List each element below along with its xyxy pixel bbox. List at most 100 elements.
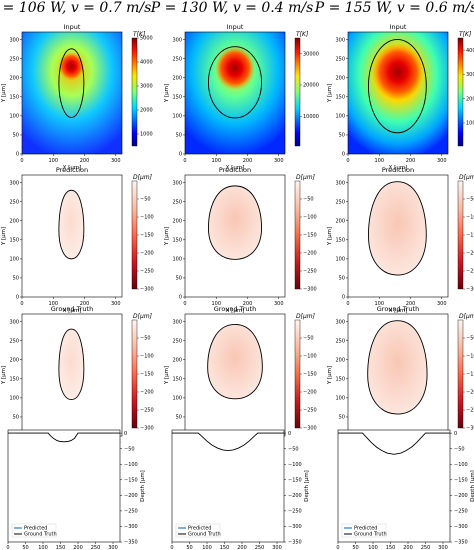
panel-title: Input (227, 23, 244, 31)
x-tick-label: 0 (20, 158, 23, 164)
y-tick-label: −250 (454, 509, 468, 515)
legend-label-ground-truth: Ground Truth (354, 532, 387, 538)
colorbar-tick-label: −150 (140, 233, 154, 239)
y-tick-label: 300 (9, 319, 19, 325)
series-ground-truth (8, 432, 120, 443)
plot-frame (184, 174, 286, 298)
y-tick-label: 50 (339, 133, 345, 139)
y-tick-label: 250 (172, 199, 182, 205)
y-tick-label: 100 (172, 396, 182, 402)
x-tick-label: 250 (91, 545, 101, 550)
x-tick-label: 200 (80, 158, 90, 164)
y-tick-label: −300 (454, 524, 468, 530)
panel-prediction-2: Prediction 0 50 100 150 200 250 300 0 100 200 300 X … (164, 166, 317, 314)
colorbar-tick-label: −50 (303, 197, 314, 203)
legend-label-ground-truth: Ground Truth (24, 532, 57, 538)
y-tick-label: 300 (335, 37, 345, 43)
y-tick-label: 150 (9, 377, 19, 383)
y-tick-label: −100 (454, 462, 468, 468)
x-tick-label: 300 (111, 158, 121, 164)
x-tick-label: 300 (438, 545, 448, 550)
panel-profile-1: 050100150200250300Y [μm]0−50−100−150−200… (6, 430, 146, 550)
x-tick-label: 200 (237, 545, 247, 550)
x-axis-label: X [μm] (63, 308, 82, 314)
colorbar-tick-label: −250 (303, 408, 317, 414)
y-tick-label: 200 (172, 218, 182, 224)
y-tick-label: 300 (335, 319, 345, 325)
y-tick-label: 300 (9, 180, 19, 186)
plot-frame (171, 429, 285, 543)
colorbar-tick-label: −100 (303, 215, 317, 221)
x-tick-label: 200 (243, 301, 253, 307)
plot-frame (337, 429, 451, 543)
x-axis-label: X [μm] (63, 165, 82, 171)
colorbar-tick-label: −200 (466, 251, 474, 257)
colorbar-tick-label: −100 (466, 215, 474, 221)
colorbar-label: D[μm] (296, 174, 316, 181)
y-tick-label: −250 (124, 509, 138, 515)
y-tick-label: 150 (172, 377, 182, 383)
y-tick-label: 0 (288, 431, 291, 437)
y-axis-label: Y [μm] (327, 227, 333, 246)
x-tick-label: 150 (386, 545, 396, 550)
x-tick-label: 300 (274, 158, 284, 164)
x-tick-label: 0 (20, 301, 23, 307)
plot-frame (7, 429, 121, 543)
y-tick-label: 100 (172, 257, 182, 263)
x-tick-label: 200 (406, 301, 416, 307)
temperature-field (22, 32, 122, 154)
y-tick-label: 200 (9, 218, 19, 224)
colorbar-tick-label: −150 (303, 372, 317, 378)
y-tick-label: 250 (335, 56, 345, 62)
legend-box (11, 523, 57, 538)
colorbar-tick-label: −250 (303, 269, 317, 275)
y-tick-label: 250 (172, 338, 182, 344)
y-tick-label: 200 (335, 218, 345, 224)
y-tick-label: −300 (124, 524, 138, 530)
x-tick-label: 0 (170, 545, 173, 550)
y-axis-label: Depth [μm] (470, 470, 474, 502)
legend-label-predicted: Predicted (24, 526, 47, 532)
y-axis-label: Depth [μm] (140, 470, 146, 502)
y-tick-label: 0 (179, 295, 182, 301)
colorbar-tick-label: −100 (140, 215, 154, 221)
colorbar (131, 180, 138, 290)
hotspot (372, 43, 424, 101)
y-tick-label: −150 (288, 477, 302, 483)
y-tick-label: 100 (335, 114, 345, 120)
melt-pool-shape (58, 189, 85, 260)
y-tick-label: 150 (335, 238, 345, 244)
colorbar-tick-label: −150 (466, 372, 474, 378)
y-tick-label: −100 (288, 462, 302, 468)
x-tick-label: 100 (48, 301, 58, 307)
x-tick-label: 0 (346, 301, 349, 307)
colorbar-tick-label: −200 (140, 390, 154, 396)
y-tick-label: 150 (335, 377, 345, 383)
hotspot (58, 52, 85, 81)
y-tick-label: 50 (339, 415, 345, 421)
y-tick-label: 50 (176, 276, 182, 282)
x-tick-label: 300 (437, 158, 447, 164)
y-tick-label: 300 (335, 180, 345, 186)
column-header-1: P = 106 W, v = 0.7 m/s (0, 0, 151, 16)
x-tick-label: 100 (211, 158, 221, 164)
colorbar-tick-label: −100 (303, 354, 317, 360)
x-tick-label: 300 (111, 301, 121, 307)
colorbar (294, 319, 301, 429)
x-tick-label: 100 (374, 301, 384, 307)
y-tick-label: 50 (176, 415, 182, 421)
y-tick-label: 50 (13, 415, 19, 421)
series-ground-truth (172, 432, 284, 451)
colorbar-label: T[K] (296, 31, 309, 38)
x-tick-label: 0 (183, 158, 186, 164)
x-axis-label: X [μm] (389, 165, 408, 171)
colorbar-label: D[μm] (459, 313, 474, 320)
colorbar-tick-label: −250 (466, 269, 474, 275)
y-tick-label: 100 (9, 396, 19, 402)
colorbar-tick-label: −150 (303, 233, 317, 239)
x-tick-label: 300 (437, 301, 447, 307)
y-tick-label: 200 (335, 357, 345, 363)
column-header-2: P = 130 W, v = 0.4 m/s (150, 0, 314, 16)
y-tick-label: 0 (179, 152, 182, 158)
